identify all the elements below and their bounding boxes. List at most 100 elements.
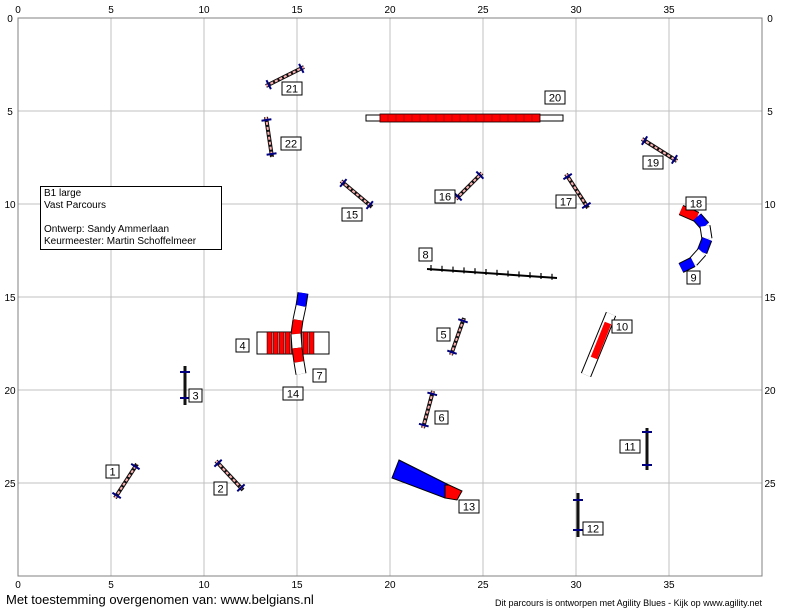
label-4: 4	[235, 338, 250, 353]
jump-bar	[265, 116, 273, 158]
wing	[365, 200, 374, 210]
software-credit: Dit parcours is ontworpen met Agility Bl…	[495, 598, 762, 608]
x-tick-label-top: 25	[477, 5, 489, 16]
wing	[457, 318, 469, 324]
y-tick-label-left: 25	[4, 479, 16, 490]
number-text: 7	[316, 371, 322, 383]
number-text: 5	[440, 330, 446, 342]
wing	[581, 201, 592, 210]
number-text: 8	[422, 250, 428, 262]
x-tick-label-top: 30	[570, 5, 582, 16]
wing	[418, 422, 429, 428]
jump-bar	[641, 138, 678, 162]
wing	[339, 178, 348, 188]
jump-6	[418, 390, 438, 429]
tunnel-ring	[284, 331, 291, 355]
label-19: 19	[642, 155, 664, 170]
wing	[236, 483, 246, 492]
number-box	[213, 481, 228, 496]
jump-bar	[455, 172, 483, 200]
jump-21	[265, 63, 305, 90]
number-box	[105, 464, 120, 479]
number-box	[418, 247, 433, 262]
tunnel-segment	[679, 205, 699, 222]
x-tick-label-bottom: 30	[570, 580, 582, 591]
x-tick-label-top: 10	[198, 5, 210, 16]
number-text: 1	[109, 467, 115, 479]
jump-15	[339, 178, 374, 210]
label-12: 12	[582, 521, 604, 536]
wing	[265, 79, 272, 90]
number-text: 15	[346, 210, 358, 222]
judge-line: Keurmeester: Martin Schoffelmeer	[44, 236, 197, 247]
wing	[261, 118, 272, 122]
wing	[427, 391, 438, 397]
number-text: 4	[239, 341, 245, 353]
permission-note: Met toestemming overgenomen van: www.bel…	[6, 592, 314, 607]
x-tick-label-top: 0	[15, 5, 21, 16]
jump-bar	[114, 463, 138, 499]
number-box	[544, 90, 566, 105]
jump-5	[446, 317, 469, 356]
wing	[213, 459, 223, 468]
y-tick-label-left: 15	[4, 293, 16, 304]
number-box	[280, 136, 302, 151]
x-tick-label-bottom: 20	[384, 580, 396, 591]
y-tick-label-right: 15	[764, 293, 776, 304]
label-11: 11	[619, 439, 641, 454]
number-text: 11	[624, 442, 635, 454]
label-13: 13	[458, 499, 480, 514]
wing	[446, 349, 458, 355]
field-border	[17, 17, 763, 577]
label-7: 7	[312, 368, 327, 383]
x-tick-label-top: 20	[384, 5, 396, 16]
tunnel-segment	[291, 319, 303, 335]
jump-bar	[450, 317, 465, 356]
designer-line: Ontwerp: Sandy Ammerlaan	[44, 224, 170, 235]
x-tick-label-bottom: 5	[108, 580, 114, 591]
tunnel-segment	[678, 257, 696, 273]
jump-bar	[215, 460, 244, 491]
tunnel-7-14	[290, 292, 309, 375]
label-2: 2	[213, 481, 228, 496]
number-box	[312, 368, 327, 383]
number-text: 10	[616, 322, 628, 334]
tunnel-segment	[292, 347, 304, 363]
weave-8	[426, 265, 558, 280]
tunnel-segment	[693, 214, 709, 229]
x-tick-label-bottom: 35	[663, 580, 675, 591]
number-text: 19	[647, 158, 659, 170]
number-box	[582, 521, 604, 536]
jump-16	[453, 170, 485, 202]
number-box	[281, 81, 303, 96]
wing	[562, 172, 573, 181]
wing	[298, 63, 305, 74]
number-box	[434, 189, 456, 204]
x-tick-label-top: 35	[663, 5, 675, 16]
grid	[17, 17, 763, 577]
number-text: 16	[439, 192, 451, 204]
jump-bar	[265, 66, 305, 87]
label-8: 8	[418, 247, 433, 262]
label-9: 9	[686, 270, 701, 285]
number-text: 13	[463, 502, 475, 514]
jump-bar	[565, 173, 589, 209]
label-15: 15	[341, 207, 363, 222]
equipment-layer	[111, 63, 713, 537]
number-box	[642, 155, 664, 170]
label-3: 3	[188, 388, 203, 403]
label-17: 17	[555, 194, 577, 209]
y-tick-label-right: 25	[764, 479, 776, 490]
number-text: 18	[690, 199, 702, 211]
label-10: 10	[611, 319, 633, 334]
course-info-box: B1 large Vast Parcours Ontwerp: Sandy Am…	[40, 186, 222, 250]
seesaw-10	[580, 311, 617, 378]
x-tick-label-bottom: 15	[291, 580, 303, 591]
y-tick-label-left: 20	[4, 386, 16, 397]
chute-barrel	[391, 459, 450, 499]
number-box	[341, 207, 363, 222]
x-tick-label-top: 15	[291, 5, 303, 16]
